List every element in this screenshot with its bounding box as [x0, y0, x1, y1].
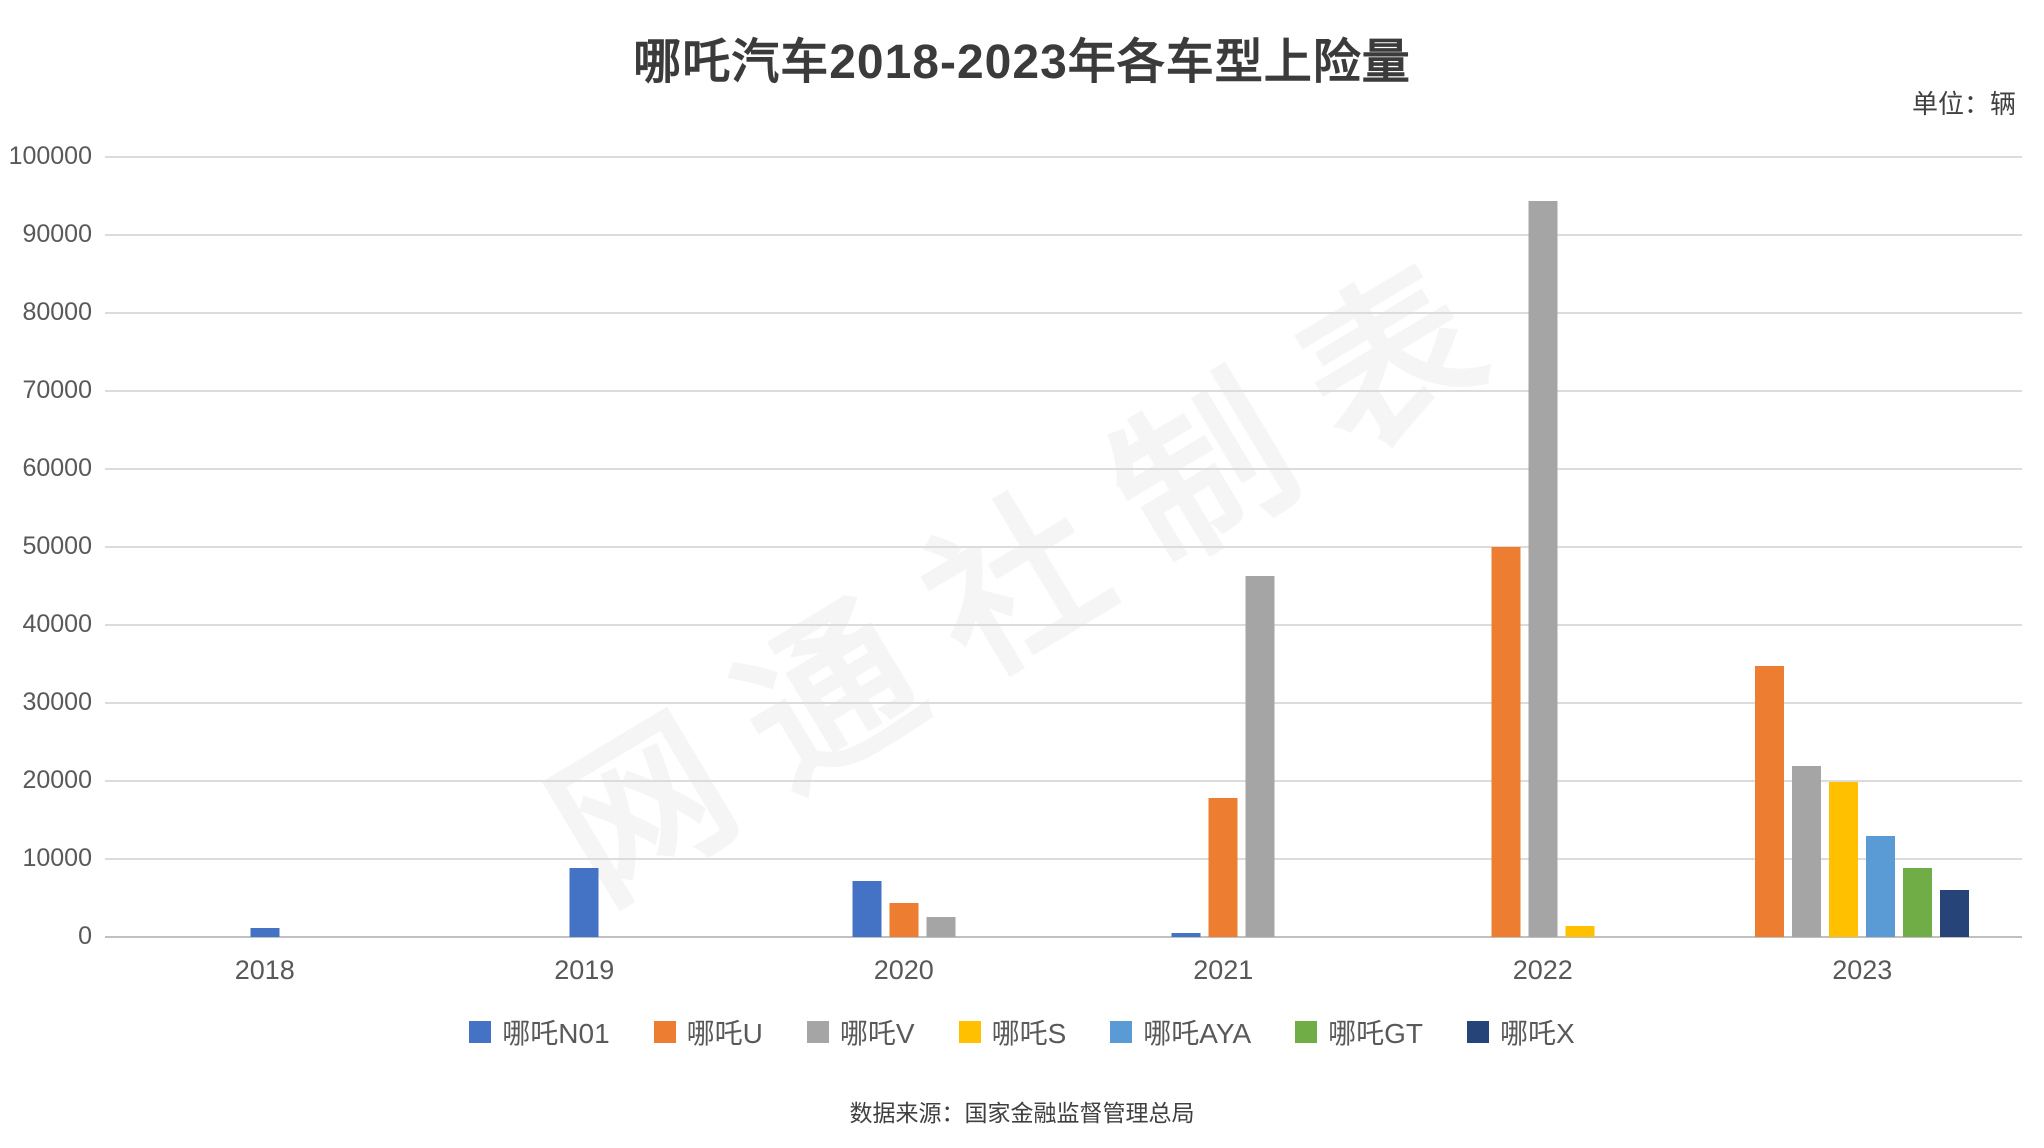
source-note: 数据来源：国家金融监督管理总局 [849, 1100, 1195, 1126]
y-axis-tick-label-20000: 20000 [22, 766, 92, 794]
gridline-10000 [105, 858, 2022, 860]
legend-label-x: 哪吒X [1500, 1018, 1575, 1049]
legend-label-gt: 哪吒GT [1328, 1018, 1424, 1049]
bar-n01-2020 [852, 881, 882, 937]
y-axis-tick-label-30000: 30000 [22, 688, 92, 716]
gridline-80000 [105, 312, 2022, 314]
x-axis-label-2023: 2023 [1832, 955, 1893, 985]
bar-v-2020 [926, 917, 956, 937]
bar-v-2022 [1528, 201, 1558, 937]
gridline-40000 [105, 624, 2022, 626]
bar-n01-2021 [1171, 933, 1201, 937]
bar-gt-2023 [1903, 868, 1933, 937]
legend-item-aya: 哪吒AYA [1110, 1012, 1251, 1052]
plot-area [105, 156, 2022, 938]
bar-u-2020 [889, 903, 919, 937]
gridline-100000 [105, 156, 2022, 158]
gridline-20000 [105, 780, 2022, 782]
y-axis-tick-label-0: 0 [78, 922, 92, 950]
legend-swatch-n01 [469, 1021, 492, 1043]
legend-label-aya: 哪吒AYA [1143, 1018, 1252, 1049]
bar-group-2021 [1171, 576, 1275, 937]
bar-aya-2023 [1866, 836, 1896, 937]
gridline-60000 [105, 468, 2022, 470]
legend-item-s: 哪吒S [958, 1012, 1067, 1052]
x-axis-label-2022: 2022 [1512, 955, 1573, 985]
legend-swatch-aya [1110, 1021, 1133, 1043]
y-axis-tick-label-70000: 70000 [22, 376, 92, 404]
bar-s-2022 [1565, 926, 1595, 937]
bar-u-2022 [1491, 547, 1521, 937]
y-axis-tick-label-10000: 10000 [22, 844, 92, 872]
bar-u-2021 [1208, 798, 1238, 937]
bar-v-2023 [1792, 766, 1822, 937]
bar-n01-2019 [569, 868, 599, 937]
legend-item-x: 哪吒X [1467, 1012, 1575, 1052]
legend-swatch-gt [1295, 1021, 1318, 1043]
x-axis-label-2021: 2021 [1193, 955, 1254, 985]
legend-label-s: 哪吒S [991, 1018, 1067, 1049]
legend-item-n01: 哪吒N01 [469, 1012, 610, 1052]
gridline-50000 [105, 546, 2022, 548]
legend-label-v: 哪吒V [839, 1018, 915, 1049]
bar-group-2020 [852, 881, 956, 937]
x-axis-label-2020: 2020 [873, 955, 934, 985]
y-axis-tick-label-60000: 60000 [22, 454, 92, 482]
x-axis-label-2019: 2019 [554, 955, 615, 985]
x-axis-line [105, 936, 2022, 938]
y-axis-tick-label-80000: 80000 [22, 298, 92, 326]
gridline-90000 [105, 234, 2022, 236]
bar-s-2023 [1829, 782, 1859, 937]
gridline-30000 [105, 702, 2022, 704]
y-axis-tick-label-100000: 100000 [8, 142, 92, 170]
unit-label: 单位：辆 [1911, 89, 2016, 119]
bar-n01-2018 [250, 928, 280, 937]
y-axis-tick-label-90000: 90000 [22, 220, 92, 248]
gridline-70000 [105, 390, 2022, 392]
legend-swatch-s [958, 1021, 981, 1043]
legend-item-gt: 哪吒GT [1295, 1012, 1423, 1052]
y-axis-tick-label-50000: 50000 [22, 532, 92, 560]
bar-group-2023 [1755, 666, 1970, 937]
bar-v-2021 [1245, 576, 1275, 937]
legend-swatch-x [1467, 1021, 1490, 1043]
y-axis-tick-label-40000: 40000 [22, 610, 92, 638]
bar-group-2018 [250, 928, 280, 937]
legend-item-u: 哪吒U [653, 1012, 763, 1052]
legend-swatch-u [653, 1021, 676, 1043]
bar-group-2022 [1491, 201, 1595, 937]
chart-title: 哪吒汽车2018-2023年各车型上险量 [633, 36, 1411, 89]
x-axis-label-2018: 2018 [234, 955, 295, 985]
legend-label-u: 哪吒U [686, 1018, 763, 1049]
legend-swatch-v [806, 1021, 829, 1043]
bar-group-2019 [569, 868, 599, 937]
legend: 哪吒N01 哪吒U 哪吒V 哪吒S 哪吒AYA 哪吒GT 哪吒X [0, 1012, 2044, 1052]
legend-item-v: 哪吒V [806, 1012, 915, 1052]
bar-u-2023 [1755, 666, 1785, 937]
bar-x-2023 [1940, 890, 1970, 937]
legend-label-n01: 哪吒N01 [502, 1018, 610, 1049]
